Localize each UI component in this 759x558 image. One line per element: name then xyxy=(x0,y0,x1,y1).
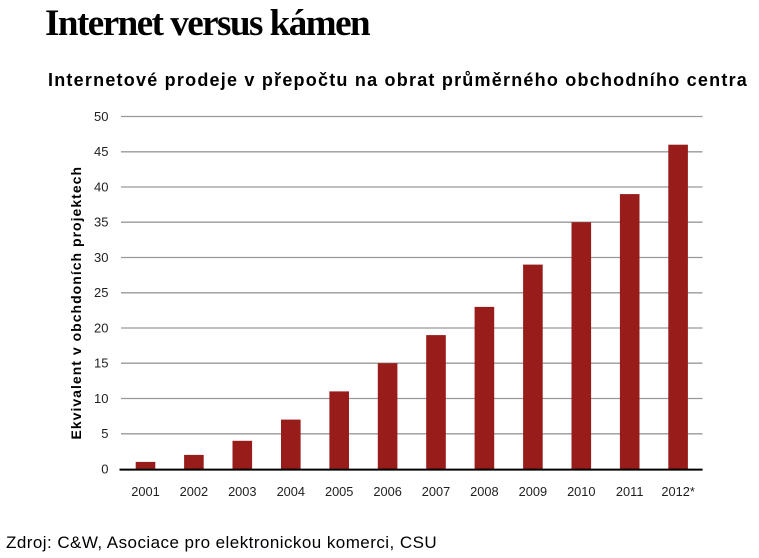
svg-text:2002: 2002 xyxy=(180,484,208,499)
svg-text:30: 30 xyxy=(94,250,108,265)
svg-text:2004: 2004 xyxy=(277,484,305,499)
svg-text:15: 15 xyxy=(94,356,108,371)
svg-text:5: 5 xyxy=(101,426,108,441)
svg-text:2009: 2009 xyxy=(519,484,547,499)
svg-text:35: 35 xyxy=(94,215,108,230)
svg-text:0: 0 xyxy=(101,461,108,476)
svg-text:40: 40 xyxy=(94,179,108,194)
svg-text:Ekvivalent v obchdoních projek: Ekvivalent v obchdoních projektech xyxy=(68,166,84,440)
svg-text:2012*: 2012* xyxy=(661,484,694,499)
svg-text:25: 25 xyxy=(94,285,108,300)
svg-text:45: 45 xyxy=(94,144,108,159)
svg-text:2003: 2003 xyxy=(228,484,256,499)
svg-text:2006: 2006 xyxy=(373,484,401,499)
svg-text:2010: 2010 xyxy=(567,484,595,499)
svg-text:10: 10 xyxy=(94,391,108,406)
svg-text:2001: 2001 xyxy=(131,484,159,499)
svg-text:2008: 2008 xyxy=(470,484,498,499)
svg-text:2007: 2007 xyxy=(422,484,450,499)
svg-text:2011: 2011 xyxy=(616,484,644,499)
svg-text:50: 50 xyxy=(94,109,108,124)
svg-text:20: 20 xyxy=(94,320,108,335)
svg-text:2005: 2005 xyxy=(325,484,353,499)
